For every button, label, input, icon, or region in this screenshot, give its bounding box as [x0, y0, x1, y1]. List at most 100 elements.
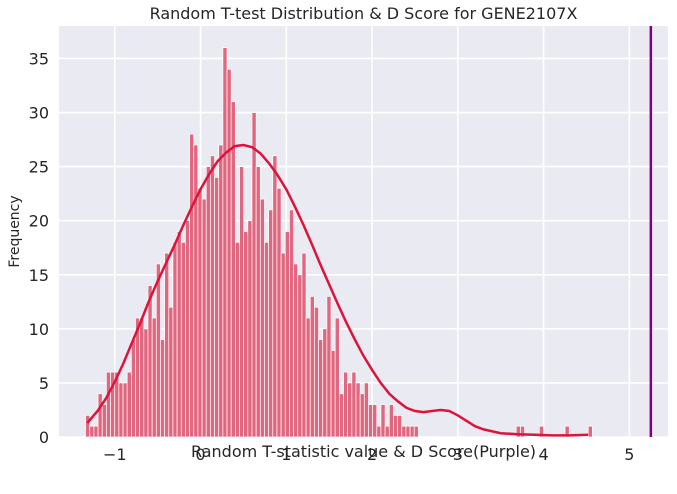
- histogram-bar: [118, 382, 124, 438]
- y-tick-label: 5: [39, 374, 49, 393]
- x-tick-label: 3: [453, 445, 463, 464]
- histogram-bar: [143, 328, 149, 438]
- histogram-bar: [372, 404, 378, 438]
- histogram-bar: [168, 306, 174, 438]
- histogram-bar: [293, 263, 299, 438]
- y-tick-label: 25: [29, 158, 49, 177]
- histogram-bar: [247, 220, 253, 438]
- histogram-bar: [301, 252, 307, 438]
- histogram-bar: [97, 393, 103, 438]
- histogram-bar: [89, 425, 95, 438]
- histogram-bar: [193, 144, 199, 438]
- histogram-bar: [259, 198, 265, 438]
- y-tick-label: 15: [29, 266, 49, 285]
- x-tick-label: 4: [539, 445, 549, 464]
- histogram-bar: [185, 220, 190, 438]
- histogram-bar: [189, 133, 195, 438]
- histogram-bar: [201, 198, 207, 438]
- histogram-bar: [230, 101, 236, 438]
- histogram-bar: [413, 425, 419, 438]
- histogram-bars: [85, 47, 593, 438]
- x-tick-label: 2: [367, 445, 377, 464]
- histogram-bar: [384, 425, 390, 438]
- chart-title: Random T-test Distribution & D Score for…: [150, 4, 578, 23]
- histogram-bar: [343, 371, 349, 438]
- histogram-bar: [214, 177, 220, 438]
- histogram-bar: [305, 317, 311, 438]
- histogram-bar: [122, 382, 128, 438]
- y-tick-label: 0: [39, 428, 49, 447]
- histogram-bar: [351, 371, 357, 438]
- x-tick-label: 1: [281, 445, 291, 464]
- histogram-bar: [176, 231, 182, 438]
- histogram-bar: [388, 404, 394, 438]
- histogram-bar: [106, 371, 111, 438]
- histogram-bar: [405, 425, 411, 438]
- histogram-bar: [180, 241, 186, 438]
- y-tick-labels: 0 5 10 15 20 25 30 35: [29, 49, 49, 447]
- histogram-bar: [139, 317, 145, 438]
- histogram-bar: [251, 112, 257, 438]
- histogram-bar: [355, 382, 361, 438]
- histogram-bar: [397, 415, 403, 438]
- histogram-bar: [368, 404, 373, 438]
- histogram-bar: [243, 231, 249, 438]
- kde-curve: [86, 143, 589, 437]
- histogram-bar: [314, 306, 319, 438]
- histogram-bar: [326, 296, 332, 438]
- histogram-bar: [393, 415, 398, 438]
- histogram-bar: [276, 187, 282, 438]
- histogram-bar: [284, 231, 290, 438]
- histogram-bar: [587, 425, 593, 438]
- histogram-bar: [339, 393, 344, 438]
- histogram-bar: [235, 241, 240, 438]
- histogram-bar: [334, 317, 340, 438]
- x-axis-label: Random T-statistic value & D Score(Purpl…: [191, 442, 536, 461]
- histogram-bar: [280, 252, 286, 438]
- histogram-bar: [197, 187, 203, 438]
- histogram-bar: [318, 339, 324, 438]
- histogram-bar: [222, 47, 228, 438]
- histogram-bar: [151, 317, 157, 438]
- histogram-bar: [564, 425, 570, 438]
- x-tick-label: −1: [103, 445, 127, 464]
- histogram-bar: [164, 252, 170, 438]
- histogram-bar: [226, 68, 232, 438]
- histogram-bar: [239, 166, 245, 438]
- histogram-bar: [363, 382, 369, 438]
- histogram-bar: [126, 371, 132, 438]
- histogram-bar: [172, 241, 178, 438]
- histogram-bar: [289, 209, 294, 438]
- histogram-bar: [359, 393, 365, 438]
- histogram-bar: [330, 350, 336, 438]
- histogram-bar: [272, 155, 278, 438]
- x-tick-label: 0: [195, 445, 205, 464]
- histogram-bar: [264, 241, 269, 438]
- y-tick-label: 20: [29, 212, 49, 231]
- histogram-bar: [131, 339, 136, 438]
- histogram-bar: [322, 328, 328, 438]
- histogram-bar: [85, 415, 91, 438]
- histogram-bar: [101, 404, 107, 438]
- histogram-bar: [376, 425, 382, 438]
- x-tick-label: 5: [624, 445, 634, 464]
- histogram-bar: [205, 166, 211, 438]
- histogram-bar: [538, 425, 544, 438]
- histogram-bar: [218, 144, 224, 438]
- histogram-bar: [380, 404, 386, 438]
- histogram-bar: [409, 425, 415, 438]
- y-axis-label: Frequency: [7, 195, 23, 267]
- x-tick-labels: −1 0 1 2 3 4 5: [103, 445, 635, 464]
- histogram-bar: [347, 382, 353, 438]
- histogram-bar: [93, 425, 99, 438]
- histogram-bar: [520, 425, 525, 438]
- histogram-bar: [297, 274, 303, 438]
- y-tick-label: 35: [29, 49, 49, 68]
- histogram-bar: [309, 296, 315, 438]
- histogram-bar: [255, 166, 261, 438]
- histogram-bar: [147, 285, 153, 438]
- histogram-bar: [155, 263, 161, 438]
- y-tick-label: 10: [29, 320, 49, 339]
- histogram-bar: [210, 155, 215, 438]
- y-tick-label: 30: [29, 104, 49, 123]
